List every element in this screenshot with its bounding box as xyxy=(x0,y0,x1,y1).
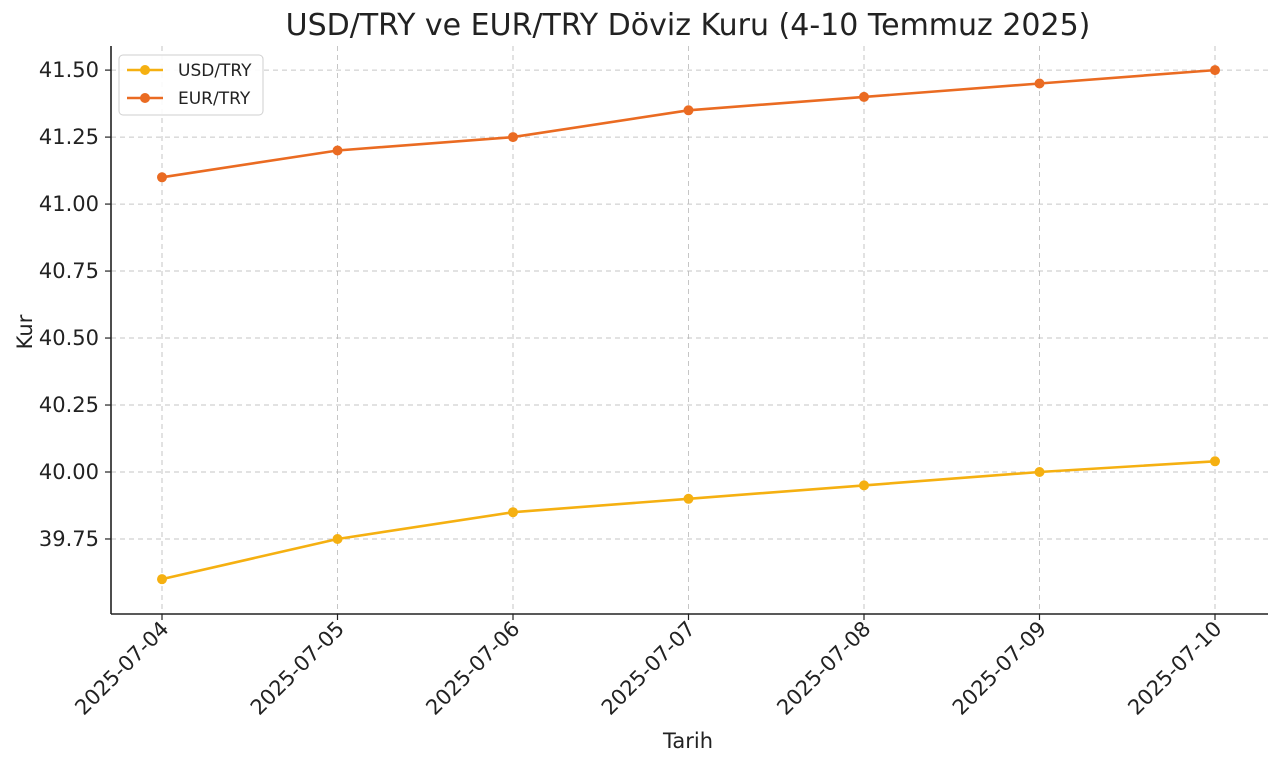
series-usd-try xyxy=(157,456,1220,585)
data-point-usd-try xyxy=(157,574,167,585)
y-tick-label: 41.50 xyxy=(39,58,99,82)
x-tick-label: 2025-07-09 xyxy=(948,617,1051,720)
y-tick-label: 40.00 xyxy=(39,460,99,484)
data-point-eur-try xyxy=(157,172,167,183)
x-tick-label: 2025-07-05 xyxy=(246,617,349,720)
data-point-usd-try xyxy=(332,533,343,544)
data-point-eur-try xyxy=(1210,65,1220,76)
legend-items: USD/TRY EUR/TRY xyxy=(127,61,252,109)
grid-lines xyxy=(111,46,1268,614)
data-point-usd-try xyxy=(859,480,869,491)
x-tick-label: 2025-07-07 xyxy=(597,617,700,720)
legend: USD/TRY EUR/TRY xyxy=(118,54,264,116)
chart-title: USD/TRY ve EUR/TRY Döviz Kuru (4-10 Temm… xyxy=(286,8,1091,43)
y-ticks: 39.75 40.00 40.25 40.50 40.75 41.00 41.25 41.50 xyxy=(39,58,111,551)
x-tick-label: 2025-07-10 xyxy=(1123,617,1226,720)
y-tick-label: 41.00 xyxy=(39,192,99,216)
y-tick-label: 40.50 xyxy=(39,326,99,350)
legend-label-usd-try: USD/TRY xyxy=(178,61,252,81)
data-point-eur-try xyxy=(683,105,694,116)
data-point-eur-try xyxy=(1034,78,1045,89)
legend-marker-eur-try xyxy=(140,93,150,103)
y-tick-label: 40.75 xyxy=(39,259,99,283)
x-axis-label: Tarih xyxy=(662,729,713,753)
y-tick-label: 40.25 xyxy=(39,393,99,417)
data-point-eur-try xyxy=(859,91,869,102)
data-point-eur-try xyxy=(332,145,343,156)
legend-label-eur-try: EUR/TRY xyxy=(178,89,251,109)
series xyxy=(157,65,1220,585)
data-point-usd-try xyxy=(508,507,518,518)
x-tick-label: 2025-07-06 xyxy=(421,617,524,720)
x-tick-label: 2025-07-04 xyxy=(70,617,173,720)
data-point-eur-try xyxy=(508,132,518,143)
data-point-usd-try xyxy=(1210,456,1220,467)
data-point-usd-try xyxy=(1034,467,1045,477)
x-tick-label: 2025-07-08 xyxy=(772,617,875,720)
data-point-usd-try xyxy=(683,493,694,504)
series-eur-try xyxy=(157,65,1220,183)
y-tick-label: 41.25 xyxy=(39,125,99,149)
axes xyxy=(110,46,1268,615)
legend-marker-usd-try xyxy=(140,65,150,75)
y-tick-label: 39.75 xyxy=(39,527,99,551)
x-ticks: 2025-07-04 2025-07-05 2025-07-06 2025-07-07… xyxy=(70,614,1227,720)
y-axis-label: Kur xyxy=(13,314,37,349)
